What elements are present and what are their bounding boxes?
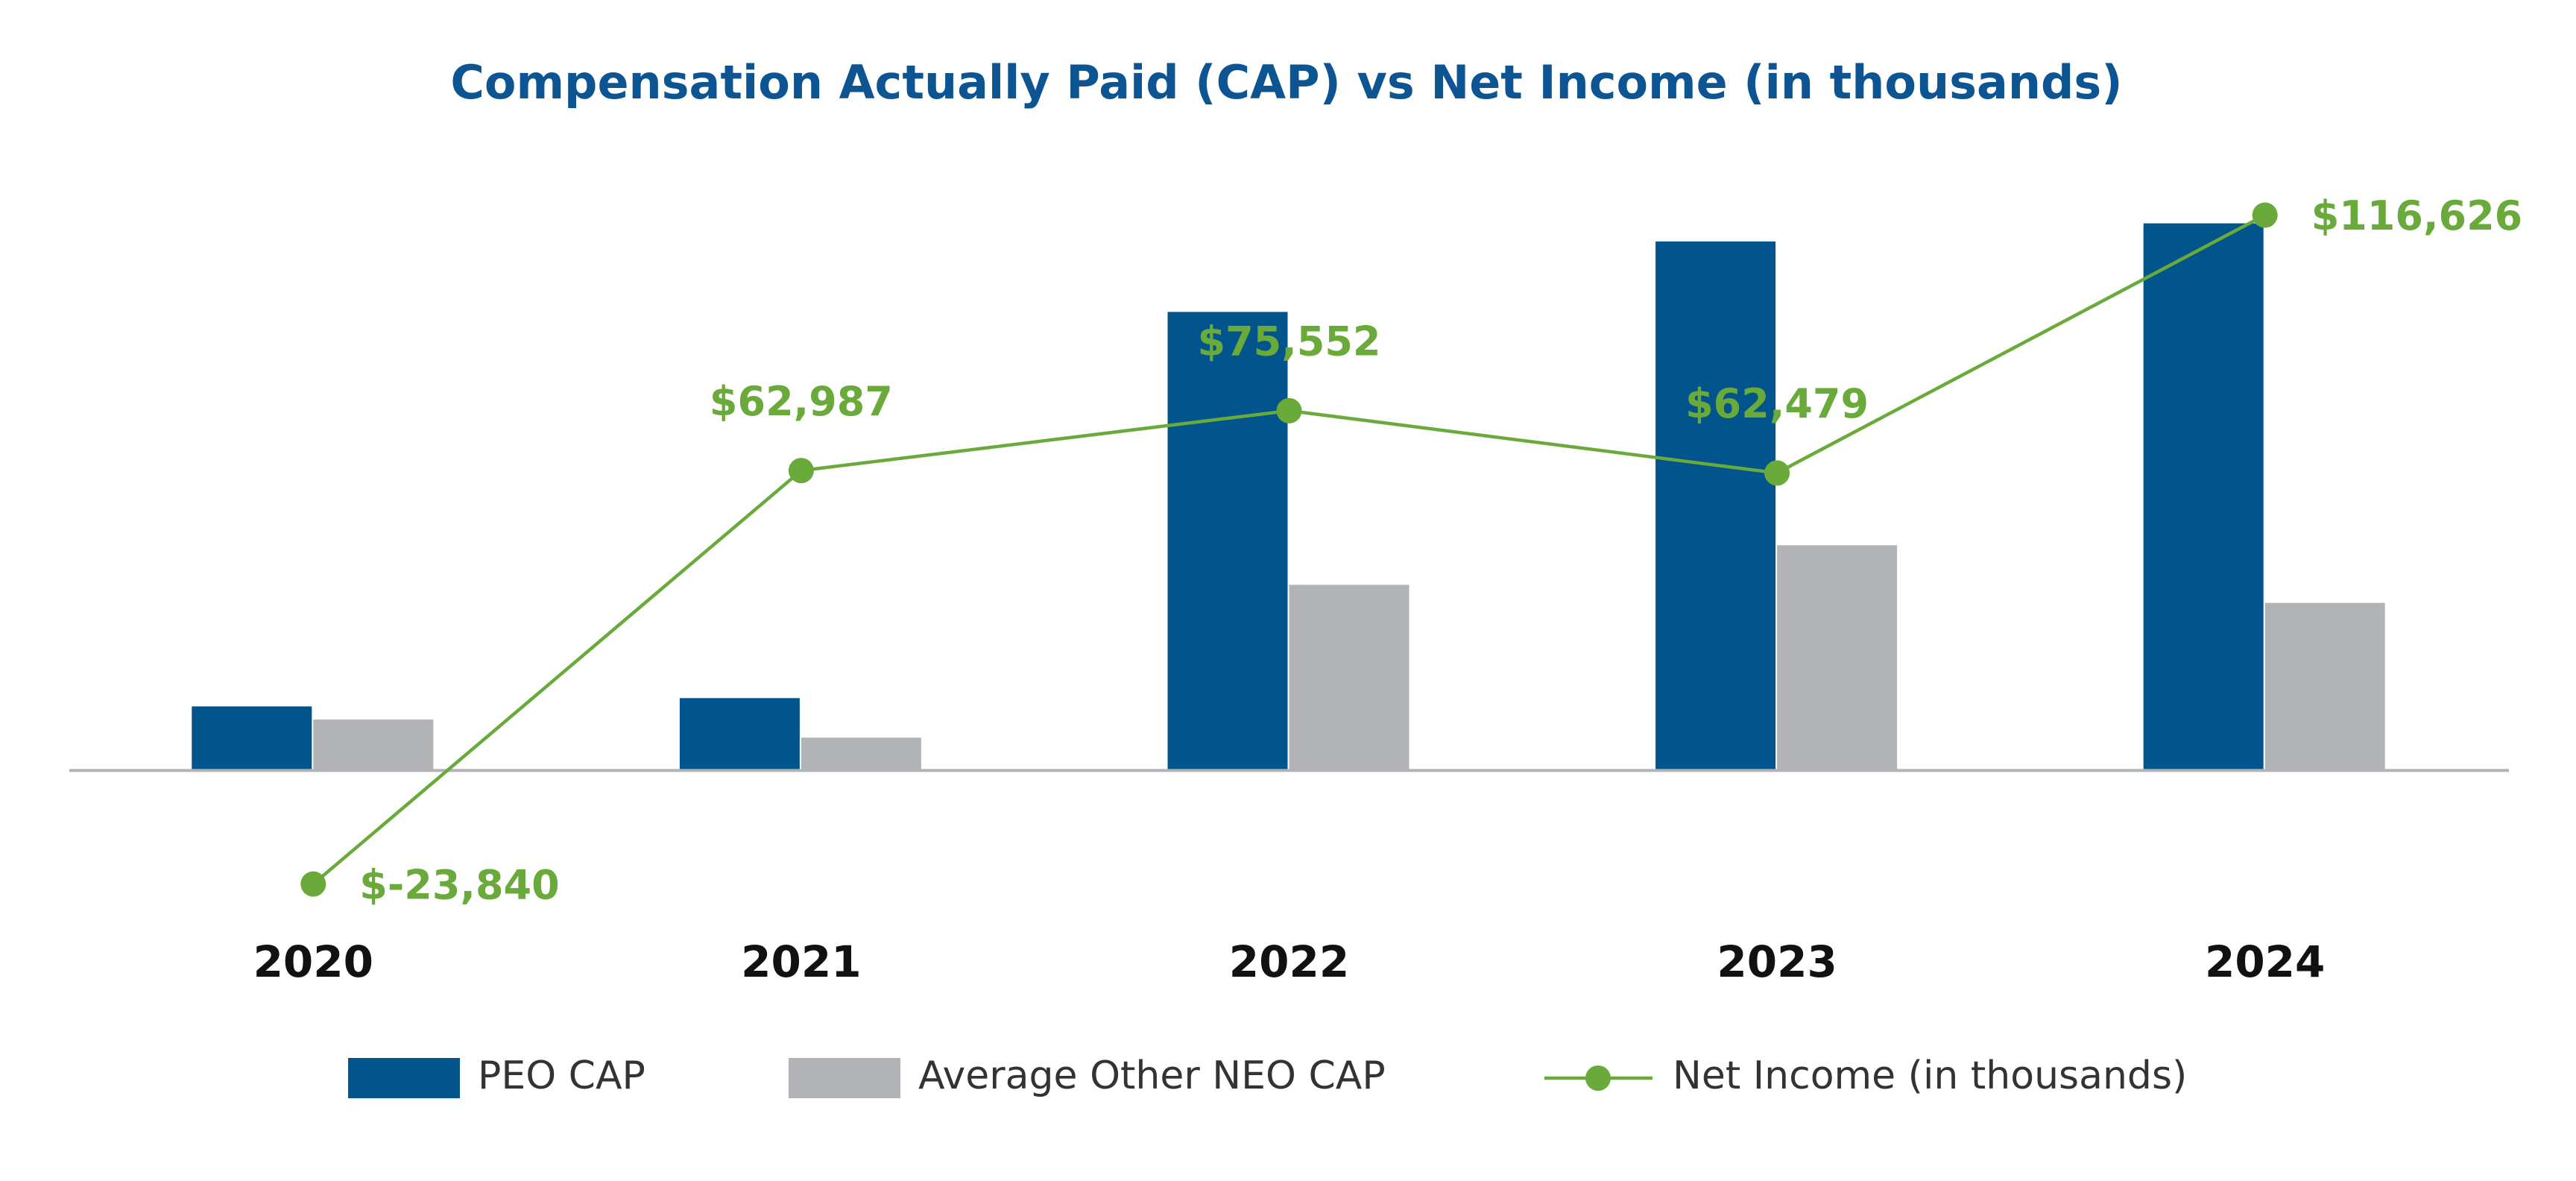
legend-label: PEO CAP <box>478 1054 645 1098</box>
x-tick-label: 2021 <box>741 936 861 987</box>
value-label: $62,987 <box>710 378 893 425</box>
line-point <box>1276 397 1302 423</box>
value-label: $116,626 <box>2311 192 2523 239</box>
chart-title: Compensation Actually Paid (CAP) vs Net … <box>450 55 2122 110</box>
x-tick-label: 2024 <box>2205 936 2325 987</box>
bar <box>2264 602 2385 771</box>
x-tick-label: 2022 <box>1229 936 1349 987</box>
bar <box>313 719 434 771</box>
legend-swatch <box>789 1058 900 1098</box>
value-label: $62,479 <box>1685 380 1869 427</box>
value-label: $-23,840 <box>359 861 559 908</box>
legend-swatch <box>348 1058 460 1098</box>
bar <box>679 698 800 771</box>
line-point <box>2252 202 2278 228</box>
legend-label: Net Income (in thousands) <box>1673 1054 2187 1098</box>
bar <box>1655 241 1776 771</box>
bar <box>801 737 921 771</box>
bar <box>192 706 312 771</box>
bar <box>1777 545 1898 771</box>
line <box>312 213 2266 886</box>
x-tick-label: 2023 <box>1717 936 1837 987</box>
bar <box>1167 312 1288 771</box>
legend-label: Average Other NEO CAP <box>918 1054 1386 1098</box>
line-point <box>300 871 326 897</box>
legend-marker <box>1585 1065 1611 1091</box>
line-point <box>788 458 814 484</box>
value-label: $75,552 <box>1198 318 1381 365</box>
bar <box>2143 223 2264 771</box>
bar <box>1289 585 1409 771</box>
x-tick-label: 2020 <box>253 936 373 987</box>
line-point <box>1764 460 1790 486</box>
